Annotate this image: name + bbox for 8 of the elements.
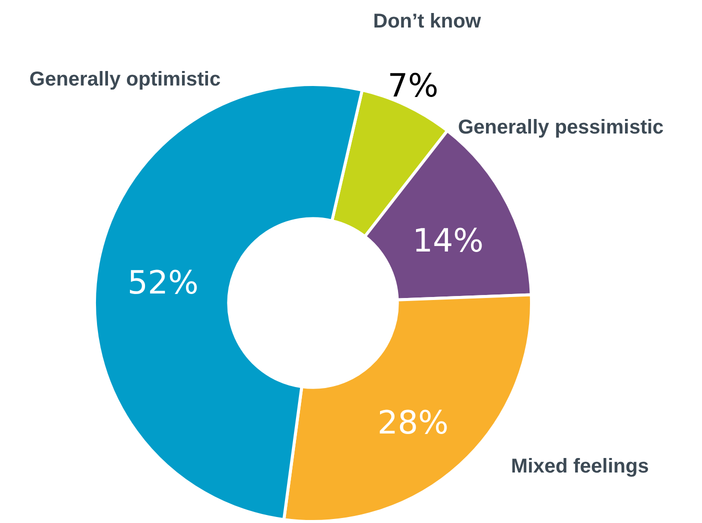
slice-label: Generally pessimistic — [458, 116, 664, 139]
data-label: 52% — [127, 263, 199, 302]
slice-label: Don’t know — [373, 10, 482, 33]
data-label: 28% — [377, 403, 449, 442]
slice-label: Generally optimistic — [29, 68, 221, 91]
data-label: 7% — [388, 66, 438, 104]
slice-label: Mixed feelings — [511, 456, 649, 478]
data-label: 14% — [412, 221, 484, 260]
